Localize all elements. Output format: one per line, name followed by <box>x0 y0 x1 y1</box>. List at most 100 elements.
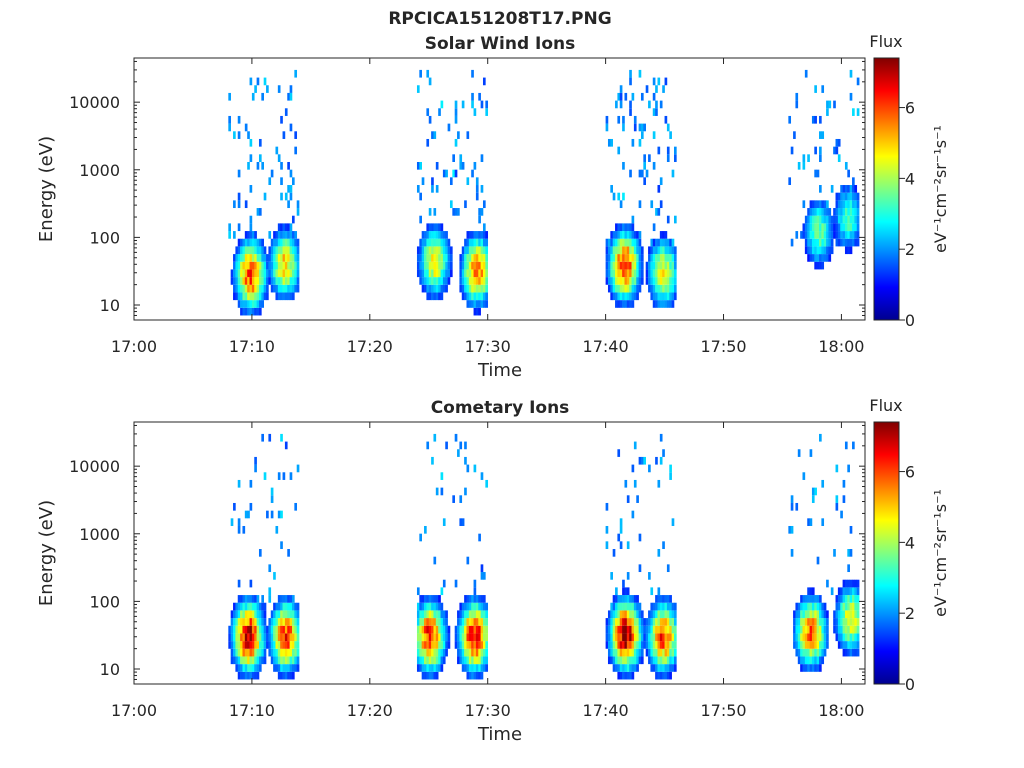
heatmap-cell <box>612 648 616 657</box>
heatmap-cell <box>662 269 665 278</box>
heatmap-cell <box>669 595 672 603</box>
heatmap-cell <box>424 656 427 665</box>
heatmap-cell <box>629 625 632 634</box>
heatmap-cell <box>428 292 432 301</box>
heatmap-cell <box>282 223 286 232</box>
heatmap-cell <box>804 238 808 247</box>
heatmap-cell <box>852 602 855 611</box>
heatmap-cell <box>282 656 286 665</box>
heatmap-cell <box>837 208 841 216</box>
heatmap-cell <box>652 641 656 649</box>
heatmap-cell <box>645 169 649 178</box>
heatmap-cell <box>280 238 283 247</box>
heatmap-cell <box>421 625 425 634</box>
heatmap-cell <box>655 300 658 308</box>
heatmap-cell <box>244 610 248 619</box>
heatmap-cell <box>447 254 451 262</box>
heatmap-cell <box>449 177 453 186</box>
heatmap-cell <box>674 618 677 626</box>
heatmap-cell <box>804 215 808 224</box>
heatmap-cell <box>633 238 637 247</box>
heatmap-cell <box>445 238 448 247</box>
heatmap-cell <box>636 595 639 603</box>
heatmap-cell <box>273 610 276 619</box>
heatmap-cell <box>275 269 279 278</box>
heatmap-cell <box>615 625 618 634</box>
heatmap-cell <box>615 277 618 285</box>
heatmap-cell <box>461 664 465 672</box>
heatmap-cell <box>457 131 460 139</box>
heatmap-cell <box>821 633 825 642</box>
heatmap-cell <box>242 671 246 680</box>
heatmap-cell <box>655 284 658 293</box>
heatmap-cell <box>854 595 858 603</box>
heatmap-cell <box>454 108 458 116</box>
heatmap-cell <box>650 625 654 634</box>
heatmap-cell <box>459 269 463 278</box>
heatmap-cell <box>617 449 621 457</box>
heatmap-cell <box>459 154 463 162</box>
heatmap-cell <box>605 269 609 278</box>
heatmap-cell <box>652 602 656 611</box>
heatmap-cell <box>445 261 448 270</box>
heatmap-cell <box>811 231 815 239</box>
heatmap-cell <box>468 254 472 262</box>
heatmap-cell <box>619 300 623 308</box>
heatmap-cell <box>471 92 474 101</box>
heatmap-cell <box>454 115 458 124</box>
heatmap-cell <box>468 277 472 285</box>
heatmap-cell <box>669 656 672 665</box>
panel-solar-wind-ions: Solar Wind Ions 17:00 17:10 17:20 17:30 17:4… <box>36 32 950 381</box>
heatmap-cell <box>664 671 668 680</box>
heatmap-cell <box>657 633 661 642</box>
heatmap-cell <box>819 261 822 270</box>
heatmap-cell <box>671 648 675 657</box>
heatmap-cell <box>669 238 672 247</box>
heatmap-cell <box>237 277 241 285</box>
colorbar-tick-label: 4 <box>905 533 915 552</box>
heatmap-cell <box>482 656 486 665</box>
heatmap-cell <box>442 625 446 634</box>
heatmap-cell <box>235 277 239 285</box>
heatmap-cell <box>287 292 290 301</box>
heatmap-cell <box>296 254 300 262</box>
heatmap-cell <box>244 238 248 247</box>
heatmap-cell <box>289 92 293 101</box>
heatmap-cell <box>277 269 281 278</box>
heatmap-cell <box>287 269 290 278</box>
heatmap-cell <box>440 277 444 285</box>
heatmap-cell <box>807 656 810 665</box>
heatmap-cell <box>622 238 625 247</box>
heatmap-cell <box>280 254 283 262</box>
heatmap-cell <box>294 633 298 642</box>
heatmap-cell <box>664 641 668 649</box>
heatmap-cell <box>240 254 243 262</box>
heatmap-cell <box>671 284 675 293</box>
heatmap-cell <box>804 656 808 665</box>
heatmap-cell <box>228 625 231 634</box>
heatmap-cell <box>478 307 481 316</box>
heatmap-cell <box>289 269 293 278</box>
heatmap-cell <box>235 633 239 642</box>
heatmap-cell <box>249 479 253 488</box>
heatmap-cell <box>256 269 260 278</box>
heatmap-cell <box>296 238 300 247</box>
heatmap-cell <box>296 633 300 642</box>
heatmap-cell <box>454 641 458 649</box>
heatmap-cell <box>793 633 796 642</box>
heatmap-cell <box>847 215 850 224</box>
heatmap-cell <box>464 595 467 603</box>
heatmap-cell <box>287 231 290 239</box>
heatmap-cell <box>447 246 451 255</box>
heatmap-cell <box>416 185 420 193</box>
heatmap-cell <box>828 254 832 262</box>
heatmap-cell <box>842 479 846 488</box>
heatmap-cell <box>626 246 630 255</box>
heatmap-cell <box>648 284 651 293</box>
heatmap-cell <box>228 231 231 239</box>
heatmap-cell <box>237 169 241 178</box>
heatmap-cell <box>485 633 489 642</box>
heatmap-cell <box>629 292 632 301</box>
heatmap-cell <box>466 595 470 603</box>
